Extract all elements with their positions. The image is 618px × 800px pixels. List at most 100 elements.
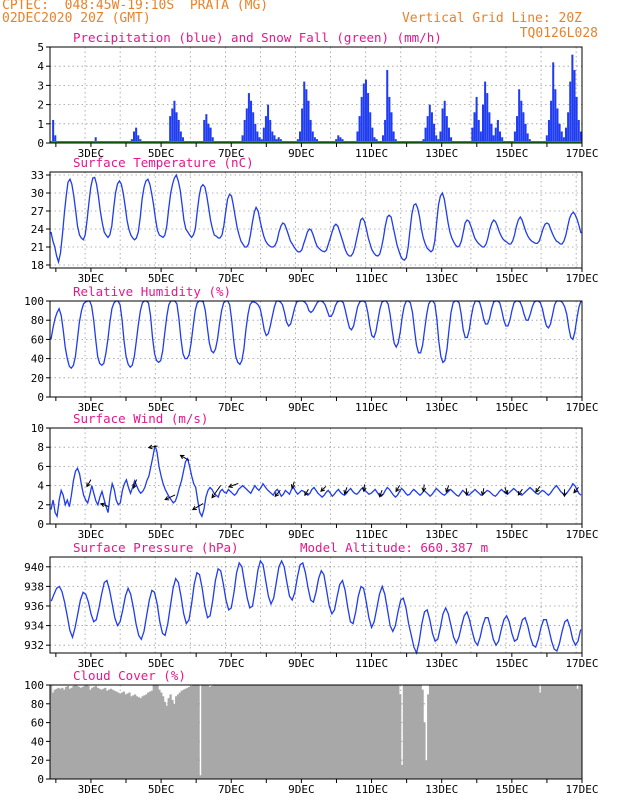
x-tick-label: 5DEC (148, 528, 175, 541)
cloud-bar (455, 685, 458, 779)
wind-arrow-head (191, 505, 197, 511)
cloud-bar (135, 696, 139, 779)
cloud-bar (234, 685, 238, 779)
cloud-bar (85, 685, 88, 779)
precip-bar (426, 116, 429, 143)
cloud-bar (516, 685, 519, 779)
x-tick-label: 15DEC (495, 783, 528, 796)
cloud-bar (359, 685, 363, 779)
cloud-bar (229, 685, 232, 779)
panel-frame (49, 556, 583, 654)
precip-bar (369, 112, 372, 143)
cloud-bar (318, 685, 322, 779)
cloud-bar (182, 689, 185, 779)
precip-bar (471, 127, 474, 143)
panel-pressure: Surface Pressure (hPa) Model Altitude: 66… (24, 540, 598, 670)
precip-bar (311, 131, 314, 143)
cloud-bar (204, 685, 208, 779)
wind-arrow-shaft (320, 485, 327, 492)
x-tick-label: 15DEC (495, 528, 528, 541)
wind-line (50, 445, 582, 519)
x-tick-label: 5DEC (148, 272, 175, 285)
cloud-bar (540, 685, 544, 779)
cloud-bar (550, 685, 553, 779)
cloud-bar (270, 685, 273, 779)
cloud-bar (186, 687, 189, 779)
cloud-bar (561, 685, 564, 779)
cloud-bar (567, 685, 570, 779)
wind-arrow-head (480, 491, 486, 497)
cloud-bar (214, 685, 217, 779)
precip-bar (254, 123, 257, 143)
wind-arrow-shaft (445, 485, 450, 493)
wind-arrow-shaft (304, 488, 309, 496)
cloud-bar (358, 685, 361, 779)
cloud-bar (350, 685, 353, 779)
precip-bar (501, 137, 504, 143)
cloud-bar (499, 685, 503, 779)
x-tick-label: 15DEC (495, 272, 528, 285)
precip-bar (388, 96, 391, 143)
cloud-bar (264, 685, 267, 779)
wind-arrow (132, 479, 138, 490)
precip-bar (560, 131, 563, 143)
panel-frame (49, 300, 583, 398)
wind-arrow-head (227, 483, 233, 488)
cloud-bar (442, 685, 445, 779)
cloud-bar (210, 685, 213, 779)
cloud-bar (311, 685, 314, 779)
precip-bar (522, 112, 525, 143)
cloud-bar (102, 688, 105, 779)
cloud-bar (408, 685, 411, 779)
y-tick-label: 80 (31, 314, 44, 327)
cloud-bar (79, 687, 83, 779)
y-tick-label: 6 (37, 460, 44, 473)
cloud-bar (464, 685, 467, 779)
cloud-bar (430, 685, 434, 779)
x-tick-label: 9DEC (288, 272, 315, 285)
cloud-bar (475, 685, 478, 779)
grid-note-header: Vertical Grid Line: 20Z (401, 11, 582, 26)
cloud-bar (462, 685, 465, 779)
cloud-bar (197, 685, 200, 779)
precip-bar (477, 119, 480, 143)
cloud-bar (481, 685, 484, 779)
cloud-bar (313, 685, 316, 779)
cloud-bar (419, 685, 422, 779)
y-tick-label: 0 (37, 137, 44, 150)
cloud-bar (180, 690, 183, 779)
run-date-header: 02DEC2020 20Z (GMT) (2, 11, 151, 26)
cloud-bar (417, 685, 420, 779)
cloud-bar (496, 685, 499, 779)
cloud-bar (169, 694, 172, 779)
cloud-bar (201, 685, 204, 779)
cloud-bar (178, 692, 182, 779)
x-tick-label: 15DEC (495, 147, 528, 160)
cloud-bar (238, 685, 241, 779)
precip-bar (337, 135, 340, 143)
wind-arrow (274, 489, 281, 498)
cloud-bar (563, 685, 566, 779)
x-tick-label: 17DEC (565, 783, 598, 796)
cloud-bar (206, 685, 210, 779)
cloud-bar (363, 685, 366, 779)
cloud-bar (184, 688, 187, 779)
x-tick-label: 3DEC (78, 783, 105, 796)
y-tick-label: 40 (31, 735, 44, 748)
cloud-bar (434, 685, 437, 779)
cloud-bar (518, 685, 521, 779)
cloud-bar (576, 688, 579, 779)
precip-bar (443, 100, 446, 143)
cloud-bar (397, 685, 400, 779)
y-tick-label: 40 (31, 353, 44, 366)
precip-bar (264, 116, 267, 143)
cloud-bar (70, 687, 73, 779)
y-tick-label: 934 (24, 620, 44, 633)
station-header: CPTEC: 048:45W-19:10S PRATA (MG) (2, 0, 269, 13)
precip-bar (358, 116, 361, 143)
panel-frame (49, 427, 583, 525)
cloud-bar (565, 685, 568, 779)
precip-bar (545, 135, 548, 143)
precip-bar (552, 62, 555, 143)
wind-arrow-shaft (164, 494, 176, 501)
